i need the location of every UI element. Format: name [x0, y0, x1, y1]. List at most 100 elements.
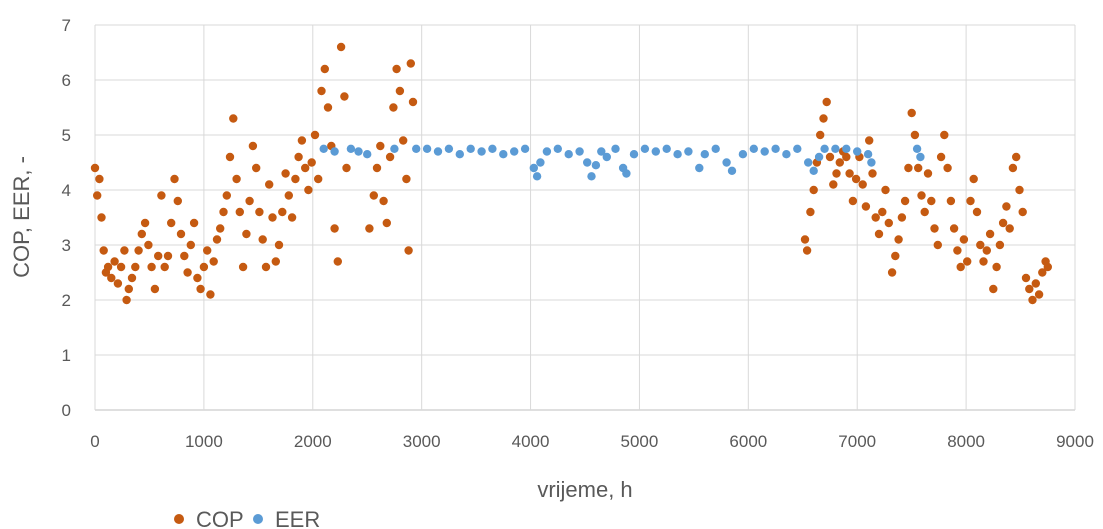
point-cop — [1002, 202, 1010, 210]
y-tick-label: 0 — [62, 401, 71, 420]
point-cop — [875, 230, 883, 238]
point-cop — [402, 175, 410, 183]
point-cop — [996, 241, 1004, 249]
point-cop — [976, 241, 984, 249]
point-eer — [663, 145, 671, 153]
point-eer — [543, 147, 551, 155]
point-cop — [1006, 224, 1014, 232]
point-cop — [934, 241, 942, 249]
x-tick-label: 3000 — [403, 432, 441, 451]
x-tick-label: 5000 — [621, 432, 659, 451]
point-cop — [131, 263, 139, 271]
point-eer — [630, 150, 638, 158]
point-cop — [125, 285, 133, 293]
point-cop — [311, 131, 319, 139]
point-cop — [872, 213, 880, 221]
point-cop — [881, 186, 889, 194]
point-cop — [301, 164, 309, 172]
point-cop — [365, 224, 373, 232]
point-cop — [1022, 274, 1030, 282]
point-cop — [314, 175, 322, 183]
point-cop — [399, 136, 407, 144]
point-cop — [107, 274, 115, 282]
point-eer — [423, 145, 431, 153]
point-cop — [979, 257, 987, 265]
point-cop — [272, 257, 280, 265]
point-cop — [183, 268, 191, 276]
point-cop — [239, 263, 247, 271]
point-cop — [216, 224, 224, 232]
point-cop — [940, 131, 948, 139]
point-cop — [983, 246, 991, 254]
point-cop — [100, 246, 108, 254]
point-cop — [386, 153, 394, 161]
x-tick-label: 8000 — [947, 432, 985, 451]
point-eer — [347, 145, 355, 153]
point-eer — [554, 145, 562, 153]
point-eer — [913, 145, 921, 153]
point-cop — [245, 197, 253, 205]
point-cop — [337, 43, 345, 51]
point-cop — [810, 186, 818, 194]
point-cop — [151, 285, 159, 293]
point-cop — [203, 246, 211, 254]
point-cop — [865, 136, 873, 144]
point-cop — [95, 175, 103, 183]
point-cop — [992, 263, 1000, 271]
point-cop — [97, 213, 105, 221]
point-cop — [196, 285, 204, 293]
point-cop — [193, 274, 201, 282]
x-tick-label: 0 — [90, 432, 99, 451]
point-cop — [943, 164, 951, 172]
point-eer — [761, 147, 769, 155]
x-tick-label: 4000 — [512, 432, 550, 451]
point-cop — [859, 180, 867, 188]
point-eer — [782, 150, 790, 158]
point-eer — [603, 153, 611, 161]
point-cop — [114, 279, 122, 287]
point-cop — [973, 208, 981, 216]
point-cop — [803, 246, 811, 254]
point-cop — [862, 202, 870, 210]
point-eer — [510, 147, 518, 155]
point-cop — [878, 208, 886, 216]
point-cop — [816, 131, 824, 139]
point-eer — [477, 147, 485, 155]
point-cop — [904, 164, 912, 172]
legend-label-cop: COP — [196, 507, 244, 529]
point-cop — [278, 208, 286, 216]
point-cop — [170, 175, 178, 183]
point-cop — [128, 274, 136, 282]
point-cop — [396, 87, 404, 95]
point-cop — [334, 257, 342, 265]
point-cop — [147, 263, 155, 271]
y-tick-label: 2 — [62, 291, 71, 310]
point-cop — [342, 164, 350, 172]
y-tick-label: 7 — [62, 16, 71, 35]
point-cop — [206, 290, 214, 298]
point-cop — [154, 252, 162, 260]
point-eer — [831, 145, 839, 153]
point-cop — [376, 142, 384, 150]
point-cop — [819, 114, 827, 122]
point-eer — [712, 145, 720, 153]
point-eer — [488, 145, 496, 153]
point-eer — [842, 145, 850, 153]
point-eer — [722, 158, 730, 166]
point-eer — [810, 167, 818, 175]
point-cop — [885, 219, 893, 227]
point-cop — [823, 98, 831, 106]
point-cop — [842, 153, 850, 161]
point-cop — [836, 158, 844, 166]
point-cop — [252, 164, 260, 172]
legend-label-eer: EER — [275, 507, 320, 529]
point-cop — [219, 208, 227, 216]
point-eer — [793, 145, 801, 153]
point-cop — [389, 103, 397, 111]
point-cop — [229, 114, 237, 122]
point-cop — [262, 263, 270, 271]
point-cop — [957, 263, 965, 271]
point-eer — [530, 164, 538, 172]
point-cop — [180, 252, 188, 260]
